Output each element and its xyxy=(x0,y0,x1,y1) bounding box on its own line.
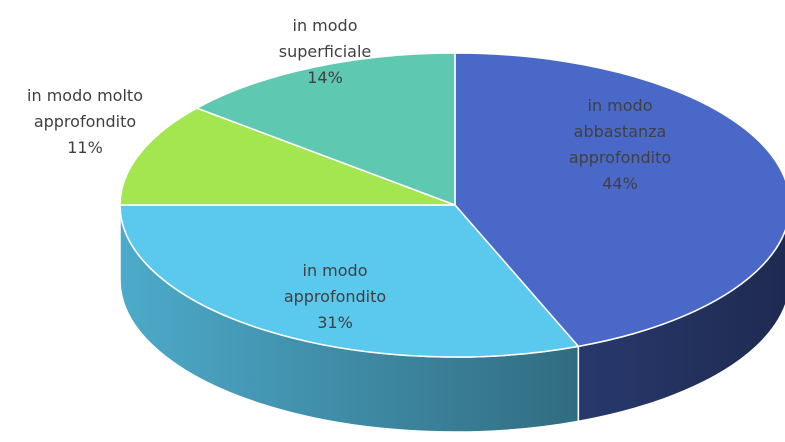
pie-slice xyxy=(195,52,456,207)
pie-slice xyxy=(119,204,580,358)
pie-slice xyxy=(454,52,785,348)
value-label: 11% xyxy=(67,138,103,157)
value-label: 14% xyxy=(307,68,343,87)
category-label: in modo molto approfondito xyxy=(27,86,143,131)
category-label: in modo approfondito xyxy=(283,261,387,306)
category-label: in modo superficiale xyxy=(278,16,372,61)
slice-label: in modo superficiale 14% xyxy=(260,13,390,91)
pie-slice xyxy=(119,107,456,206)
category-label: in modo abbastanza approfondito xyxy=(568,96,672,167)
value-label: 44% xyxy=(602,174,638,193)
slice-label: in modo molto approfondito 11% xyxy=(0,83,175,161)
slice-label: in modo abbastanza approfondito 44% xyxy=(555,93,685,197)
slice-label: in modo approfondito 31% xyxy=(270,258,400,336)
value-label: 31% xyxy=(317,313,353,332)
